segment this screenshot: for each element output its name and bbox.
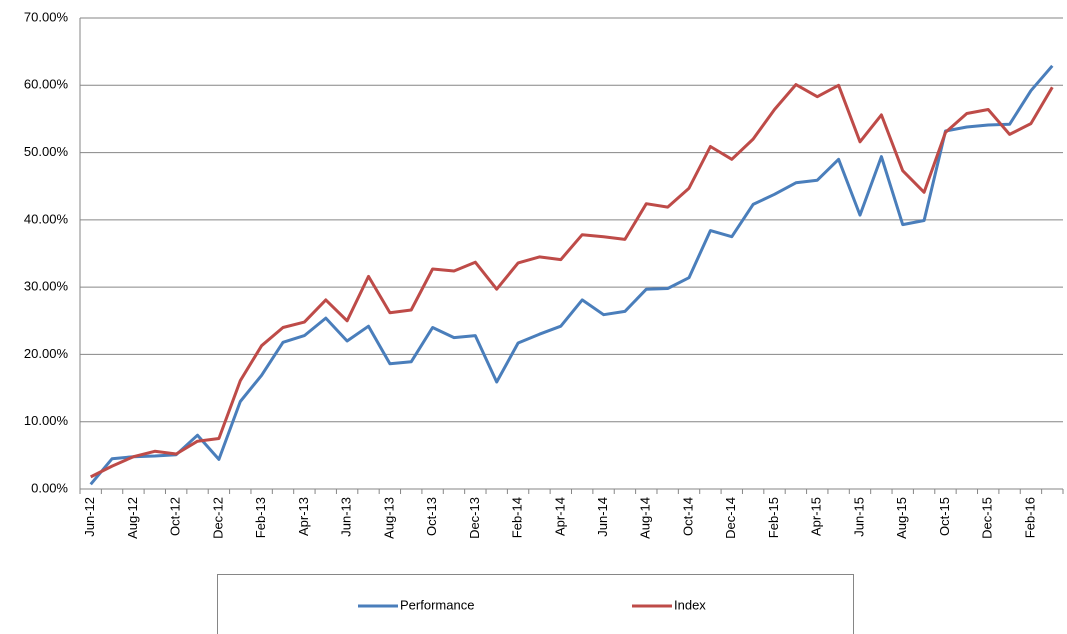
x-tick-label: Feb-16 — [1022, 497, 1037, 538]
x-tick-label: Dec-13 — [467, 497, 482, 539]
legend-label: Index — [674, 597, 706, 612]
x-tick-label: Oct-13 — [424, 497, 439, 536]
x-tick-label: Jun-15 — [851, 497, 866, 537]
y-tick-label: 50.00% — [24, 144, 69, 159]
y-tick-label: 70.00% — [24, 9, 69, 24]
x-tick-label: Feb-13 — [253, 497, 268, 538]
x-tick-label: Apr-13 — [296, 497, 311, 536]
x-tick-label: Oct-12 — [168, 497, 183, 536]
x-tick-label: Dec-15 — [980, 497, 995, 539]
y-tick-label: 30.00% — [24, 279, 69, 294]
x-tick-label: Jun-14 — [595, 497, 610, 537]
x-tick-label: Feb-14 — [510, 497, 525, 538]
x-tick-label: Aug-12 — [125, 497, 140, 539]
x-tick-label: Dec-12 — [210, 497, 225, 539]
x-tick-label: Aug-13 — [381, 497, 396, 539]
y-tick-label: 10.00% — [24, 413, 69, 428]
x-tick-label: Aug-14 — [638, 497, 653, 539]
y-tick-label: 0.00% — [31, 480, 68, 495]
legend-box — [217, 574, 854, 634]
x-tick-label: Oct-14 — [680, 497, 695, 536]
y-tick-label: 40.00% — [24, 211, 69, 226]
y-tick-label: 60.00% — [24, 77, 69, 92]
x-tick-label: Jun-12 — [82, 497, 97, 537]
x-tick-label: Apr-14 — [552, 497, 567, 536]
x-tick-label: Aug-15 — [894, 497, 909, 539]
legend-label: Performance — [400, 597, 474, 612]
series-line — [89, 64, 1054, 486]
x-tick-label: Oct-15 — [937, 497, 952, 536]
x-tick-label: Apr-15 — [809, 497, 824, 536]
x-tick-label: Dec-14 — [723, 497, 738, 539]
x-tick-label: Feb-15 — [766, 497, 781, 538]
x-tick-label: Jun-13 — [339, 497, 354, 537]
series-line — [90, 83, 1054, 479]
y-tick-label: 20.00% — [24, 346, 69, 361]
